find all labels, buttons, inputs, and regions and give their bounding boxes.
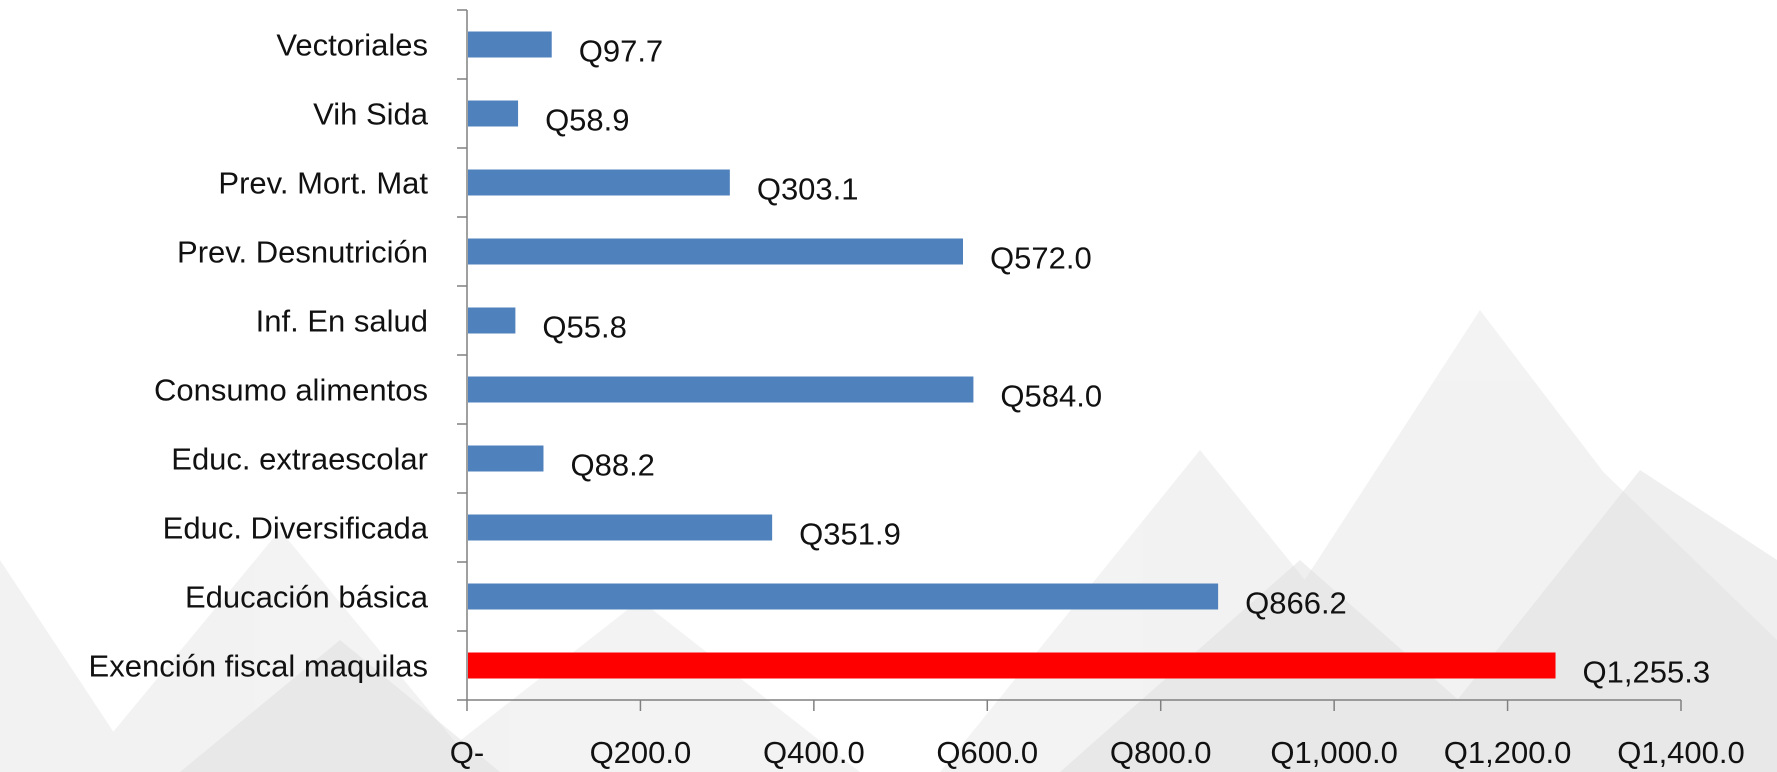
x-tick-label: Q200.0: [590, 735, 692, 770]
bar: [468, 238, 964, 265]
data-label: Q572.0: [990, 241, 1092, 276]
bar: [468, 445, 544, 472]
category-label: Educ. Diversificada: [163, 511, 429, 546]
category-label: Prev. Mort. Mat: [218, 166, 428, 201]
x-tick-label: Q400.0: [763, 735, 865, 770]
category-label: Inf. En salud: [256, 304, 428, 339]
data-label: Q97.7: [579, 34, 663, 69]
bar: [468, 31, 552, 58]
bar: [468, 376, 974, 403]
bar: [468, 583, 1219, 610]
category-label: Vectoriales: [276, 28, 428, 63]
data-label: Q584.0: [1000, 379, 1102, 414]
data-label: Q1,255.3: [1583, 655, 1711, 690]
bar: [468, 169, 730, 196]
category-label: Consumo alimentos: [154, 373, 428, 408]
bar: [468, 514, 773, 541]
data-label: Q55.8: [542, 310, 626, 345]
data-label: Q58.9: [545, 103, 629, 138]
data-label: Q88.2: [570, 448, 654, 483]
x-tick-label: Q1,200.0: [1444, 735, 1572, 770]
x-tick-label: Q600.0: [936, 735, 1038, 770]
category-label: Exención fiscal maquilas: [89, 649, 428, 684]
x-tick-label: Q1,400.0: [1617, 735, 1745, 770]
bar: [468, 307, 516, 334]
data-label: Q303.1: [757, 172, 859, 207]
x-tick-label: Q-: [450, 735, 484, 770]
bar: [468, 652, 1556, 679]
category-label: Vih Sida: [313, 97, 429, 132]
x-tick-label: Q800.0: [1110, 735, 1212, 770]
category-label: Prev. Desnutrición: [177, 235, 428, 270]
x-tick-label: Q1,000.0: [1270, 735, 1398, 770]
data-label: Q351.9: [799, 517, 901, 552]
bar: [468, 100, 519, 127]
data-label: Q866.2: [1245, 586, 1347, 621]
category-label: Educ. extraescolar: [171, 442, 428, 477]
category-label: Educación básica: [185, 580, 429, 615]
